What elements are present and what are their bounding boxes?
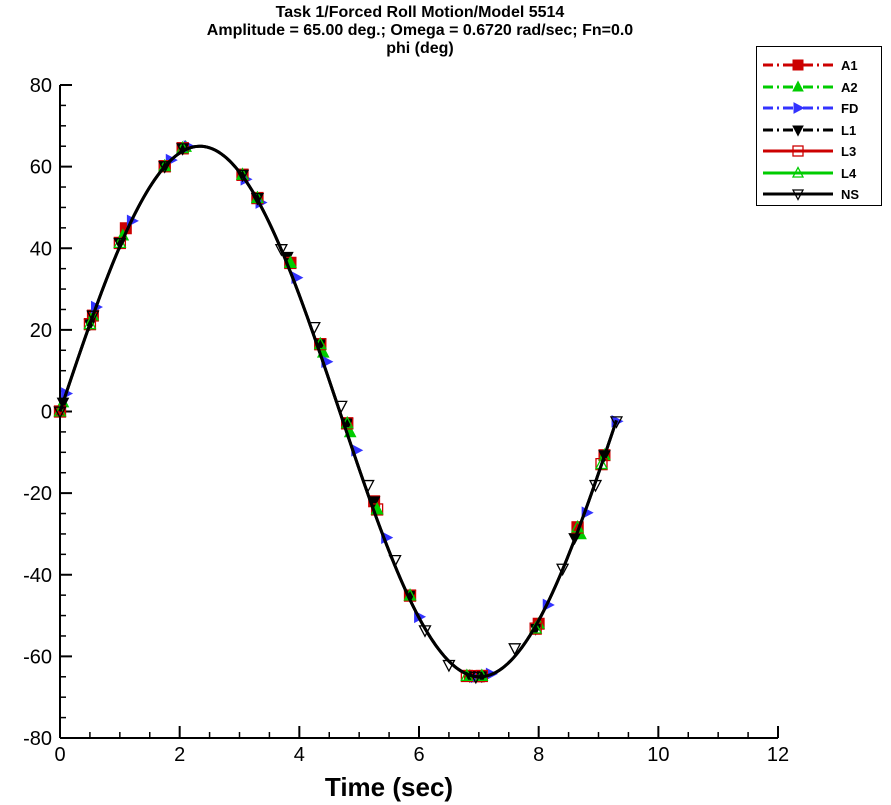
legend-item-l3: L3 (757, 141, 881, 163)
data-point (556, 563, 570, 577)
series-line (58, 144, 606, 679)
chart-variable-label: phi (deg) (386, 40, 454, 57)
legend-swatch (763, 189, 833, 201)
data-point (53, 404, 67, 417)
series-l3 (53, 142, 608, 683)
legend: A1 A2 FD L1 L3 L4 NS (756, 46, 882, 206)
legend-label: NS (841, 187, 860, 202)
y-tick-label: 60 (30, 157, 52, 179)
series-line (58, 144, 603, 679)
data-point (792, 59, 804, 71)
legend-swatch (763, 125, 833, 137)
y-tick-label: -80 (23, 728, 52, 750)
series-line (58, 144, 603, 679)
data-point (250, 193, 265, 206)
legend-item-ns: NS (757, 184, 881, 206)
legend-label: L3 (841, 144, 857, 159)
legend-item-a1: A1 (757, 55, 881, 77)
legend-swatch (763, 59, 833, 71)
data-point (274, 244, 288, 257)
data-point (508, 643, 522, 656)
legend-item-l1: L1 (757, 120, 881, 142)
data-point (83, 316, 97, 330)
series-l1 (56, 143, 611, 684)
y-tick-label: -20 (23, 483, 52, 505)
y-tick-label: -40 (23, 565, 52, 587)
x-tick-label: 2 (174, 744, 185, 766)
series-a2 (56, 139, 611, 681)
x-tick-label: 6 (413, 744, 424, 766)
y-tick-label: 20 (30, 320, 52, 342)
legend-label: A2 (841, 79, 858, 95)
y-tick-label: 80 (30, 75, 52, 97)
legend-label: FD (841, 101, 859, 116)
legend-label: L1 (841, 122, 857, 138)
y-tick-label: -60 (23, 646, 52, 668)
y-tick-label: 0 (41, 402, 52, 424)
data-point (235, 169, 250, 183)
x-tick-label: 4 (294, 744, 305, 766)
x-axis-label: Time (sec) (325, 772, 453, 802)
legend-swatch (763, 79, 833, 91)
data-point (791, 189, 805, 201)
legend-item-a2: A2 (757, 77, 881, 99)
legend-label: A1 (841, 58, 858, 73)
legend-item-fd: FD (757, 98, 881, 120)
legend-swatch (763, 165, 833, 178)
data-point (113, 237, 127, 251)
series-line (58, 144, 606, 679)
series-a1 (54, 142, 611, 683)
data-point (793, 102, 805, 114)
series-l4 (53, 140, 609, 682)
chart-title: Task 1/Forced Roll Motion/Model 5514 (275, 4, 565, 21)
legend-swatch (763, 145, 833, 157)
legend-label: L4 (841, 165, 857, 181)
x-tick-label: 10 (647, 744, 669, 766)
chart-subtitle: Amplitude = 65.00 deg.; Omega = 0.6720 r… (206, 22, 634, 39)
data-point (609, 416, 624, 429)
x-tick-label: 12 (767, 744, 789, 766)
data-point (158, 161, 172, 174)
legend-item-l4: L4 (757, 163, 881, 185)
x-tick-label: 0 (54, 744, 65, 766)
series-line (58, 144, 606, 679)
data-point (86, 310, 100, 324)
data-point (792, 79, 804, 91)
series-ns (53, 143, 624, 685)
legend-swatch (763, 102, 833, 114)
ns-overlay-line (58, 144, 618, 679)
x-tick-label: 8 (533, 744, 544, 766)
y-tick-label: 40 (30, 238, 52, 260)
data-point (791, 165, 805, 178)
data-point (792, 125, 804, 137)
data-point (792, 145, 804, 157)
